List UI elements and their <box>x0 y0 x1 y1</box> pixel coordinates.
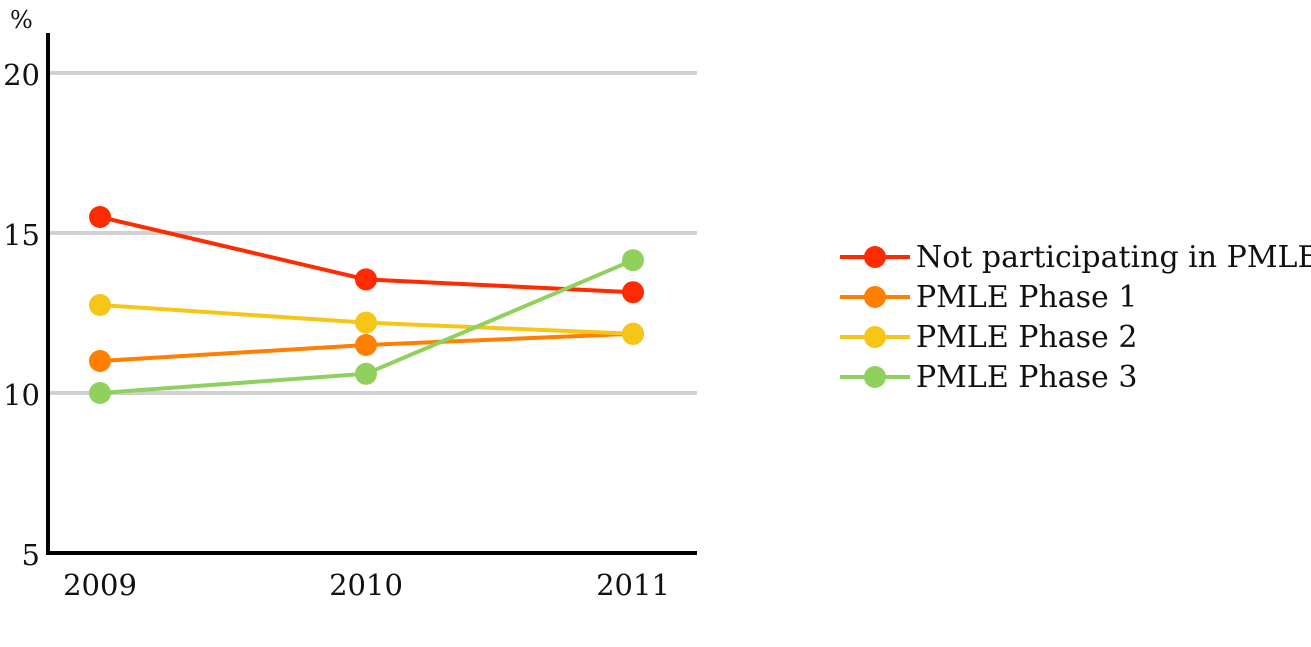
data-point-1-2011 <box>622 281 644 304</box>
grid-lines <box>48 71 697 395</box>
series-lines <box>89 206 644 404</box>
data-point-3-2009 <box>89 294 111 316</box>
data-point-2-2010 <box>355 334 377 356</box>
y-tick-label-15: 15 <box>3 218 40 252</box>
x-tick-label-2011: 2011 <box>596 568 670 602</box>
series-1 <box>89 206 644 304</box>
data-point-4-2011 <box>622 249 644 272</box>
y-tick-labels: 5 10 15 20 <box>3 58 40 572</box>
legend-item-2: PMLE Phase 1 <box>840 280 1137 315</box>
legend-swatch-marker-3 <box>864 326 886 348</box>
series-4 <box>89 249 644 404</box>
x-tick-labels: 2009 2010 2011 <box>63 568 670 602</box>
legend-label-4: PMLE Phase 3 <box>916 360 1137 395</box>
y-tick-label-20: 20 <box>3 58 40 92</box>
legend-label-1: Not participating in PMLE <box>916 240 1311 275</box>
data-point-4-2010 <box>355 362 377 385</box>
legend-item-4: PMLE Phase 3 <box>840 360 1137 395</box>
data-point-1-2010 <box>355 268 377 291</box>
data-point-1-2009 <box>89 206 111 228</box>
legend-label-3: PMLE Phase 2 <box>916 320 1137 355</box>
legend-item-1: Not participating in PMLE <box>840 240 1311 275</box>
y-tick-label-5: 5 <box>22 538 40 572</box>
legend-label-2: PMLE Phase 1 <box>916 280 1137 315</box>
x-tick-label-2010: 2010 <box>329 568 403 602</box>
y-tick-label-10: 10 <box>3 378 40 412</box>
legend-swatch-marker-2 <box>864 286 886 308</box>
legend-swatch-marker-4 <box>864 366 886 388</box>
x-tick-label-2009: 2009 <box>63 568 137 602</box>
data-point-3-2010 <box>355 311 377 334</box>
data-point-3-2011 <box>622 322 644 345</box>
data-point-4-2009 <box>89 382 111 404</box>
data-point-2-2009 <box>89 350 111 372</box>
legend: Not participating in PMLE PMLE Phase 1 PML… <box>840 240 1311 395</box>
legend-item-3: PMLE Phase 2 <box>840 320 1137 355</box>
y-axis-unit-label: % <box>10 6 33 34</box>
legend-swatch-marker-1 <box>864 246 886 268</box>
series-3 <box>89 294 644 345</box>
axes: % <box>10 6 697 555</box>
